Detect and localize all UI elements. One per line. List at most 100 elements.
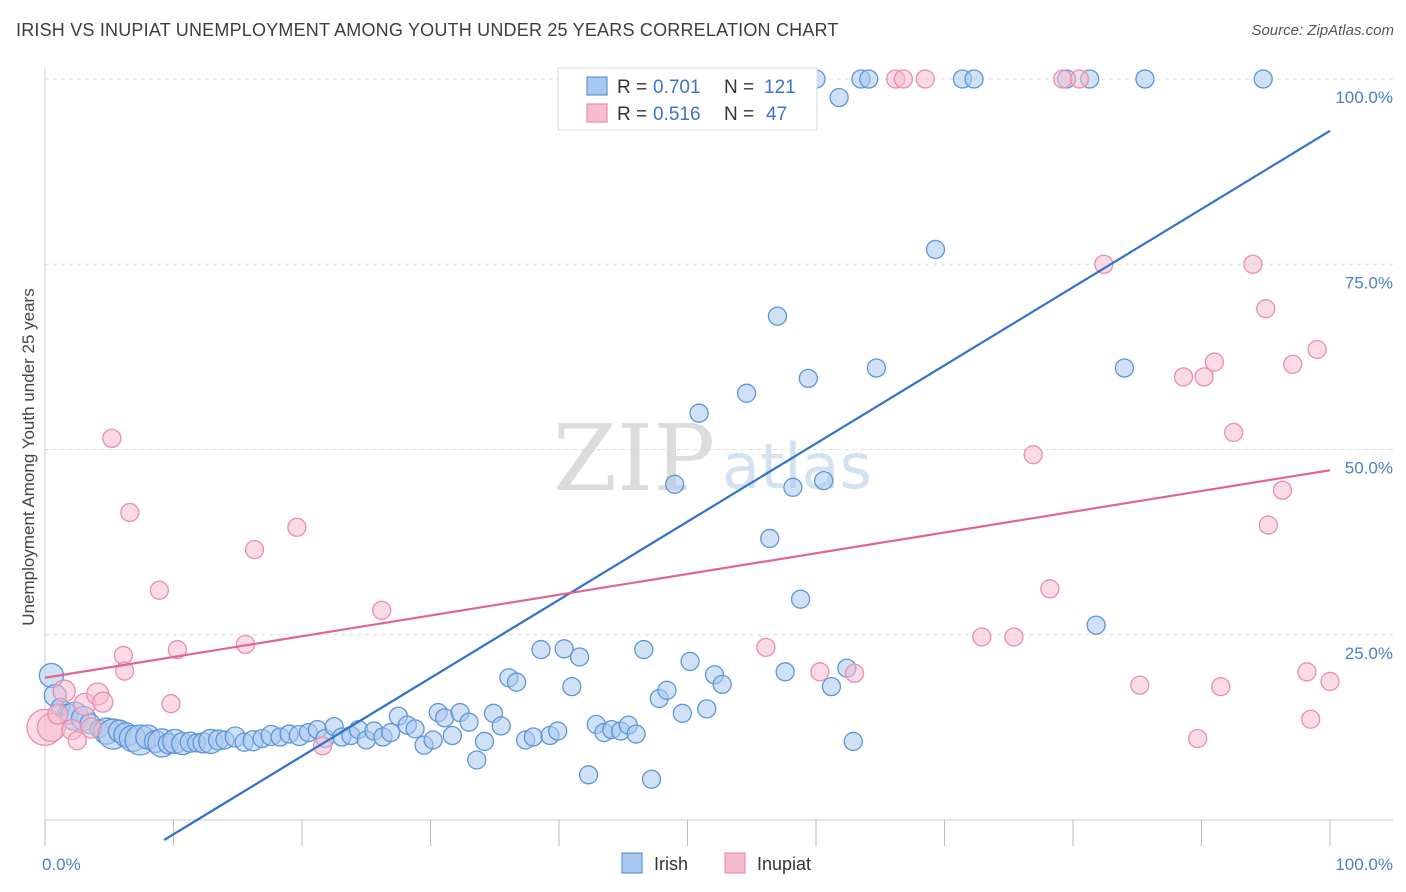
- point-irish-84: [697, 699, 717, 719]
- bottom-legend-label-inupiat: Inupiat: [757, 854, 811, 874]
- point-irish-94: [775, 662, 795, 682]
- point-inupiat-5: [67, 731, 87, 751]
- point-inupiat-34: [1094, 254, 1114, 274]
- bottom-legend-swatch-irish: [621, 852, 643, 874]
- point-inupiat-50: [1301, 709, 1321, 729]
- legend-r-value-inupiat: 0.516: [653, 104, 701, 125]
- point-irish-95: [783, 477, 803, 497]
- watermark: ZIP atlas: [553, 405, 872, 512]
- point-inupiat-40: [1211, 676, 1231, 697]
- point-inupiat-37: [1187, 728, 1208, 749]
- point-inupiat-10: [102, 428, 122, 449]
- trend-layer: [44, 129, 1331, 841]
- point-inupiat-32: [1053, 69, 1073, 89]
- legend-r-label-irish: R =: [617, 77, 647, 98]
- point-inupiat-23: [810, 662, 830, 682]
- point-irish-55: [467, 750, 487, 770]
- legend-r-label-inupiat: R =: [617, 104, 647, 125]
- point-irish-100: [821, 676, 842, 697]
- point-irish-52: [442, 725, 462, 746]
- point-inupiat-35: [1130, 675, 1150, 695]
- point-inupiat-49: [1320, 671, 1340, 692]
- point-inupiat-36: [1173, 367, 1194, 387]
- chart-title: IRISH VS INUPIAT UNEMPLOYMENT AMONG YOUT…: [16, 20, 839, 40]
- point-irish-81: [672, 703, 693, 723]
- point-inupiat-9: [92, 691, 114, 713]
- y-tick-label-3: 100.0%: [1335, 88, 1393, 107]
- point-irish-56: [474, 731, 495, 752]
- point-inupiat-13: [120, 502, 140, 523]
- point-irish-79: [657, 680, 677, 700]
- point-irish-96: [790, 589, 811, 609]
- point-inupiat-26: [893, 69, 914, 89]
- point-irish-106: [866, 358, 887, 378]
- point-inupiat-19: [287, 517, 307, 537]
- point-irish-113: [1114, 358, 1135, 378]
- point-irish-89: [736, 383, 757, 403]
- point-irish-82: [680, 651, 700, 672]
- point-inupiat-14: [149, 580, 170, 600]
- point-irish-49: [423, 730, 443, 750]
- point-irish-101: [829, 87, 849, 108]
- point-inupiat-46: [1283, 354, 1303, 374]
- point-inupiat-43: [1256, 299, 1276, 319]
- point-irish-97: [798, 368, 818, 389]
- point-inupiat-44: [1258, 515, 1278, 535]
- point-irish-115: [1253, 69, 1273, 89]
- point-irish-107: [925, 239, 946, 260]
- point-irish-63: [531, 639, 551, 660]
- bottom-legend-label-irish: Irish: [654, 854, 688, 874]
- point-irish-105: [859, 69, 879, 89]
- points-layer: [26, 69, 1340, 789]
- point-irish-103: [843, 731, 863, 752]
- legend-swatch-inupiat: [586, 103, 608, 123]
- grid-layer: [45, 78, 1393, 636]
- point-inupiat-29: [1004, 627, 1024, 647]
- point-inupiat-7: [80, 717, 102, 739]
- point-irish-62: [523, 727, 543, 747]
- point-irish-93: [767, 306, 788, 326]
- legend-n-label-irish: N =: [724, 77, 754, 98]
- point-irish-68: [569, 647, 590, 667]
- point-irish-99: [814, 470, 834, 491]
- point-irish-67: [562, 676, 582, 697]
- legend-n-value-irish: 121: [764, 77, 796, 98]
- y-tick-label-2: 75.0%: [1345, 273, 1393, 292]
- trendline-irish: [163, 129, 1331, 841]
- legend-swatch-irish: [586, 76, 608, 96]
- point-inupiat-31: [1040, 579, 1060, 599]
- point-irish-77: [641, 769, 662, 789]
- point-irish-114: [1135, 69, 1155, 89]
- point-inupiat-47: [1297, 662, 1317, 682]
- point-irish-60: [506, 672, 527, 692]
- y-tick-label-0: 25.0%: [1345, 644, 1393, 663]
- tick-label-layer: 25.0% 50.0% 75.0% 100.0% 0.0% 100.0%: [42, 88, 1393, 874]
- point-inupiat-48: [1307, 339, 1327, 360]
- point-irish-75: [626, 724, 646, 744]
- point-inupiat-30: [1023, 445, 1043, 465]
- series-inupiat: [26, 69, 1340, 756]
- y-tick-label-1: 50.0%: [1345, 459, 1393, 478]
- watermark-zip: ZIP: [553, 405, 715, 512]
- point-inupiat-41: [1223, 422, 1244, 443]
- legend-n-label-inupiat: N =: [724, 104, 754, 125]
- point-inupiat-15: [161, 694, 181, 714]
- bottom-legend: Irish Inupiat: [621, 852, 811, 874]
- point-inupiat-3: [52, 679, 76, 703]
- point-irish-69: [578, 765, 599, 785]
- point-irish-109: [964, 69, 984, 89]
- point-inupiat-22: [756, 637, 776, 657]
- point-inupiat-18: [244, 539, 265, 560]
- point-irish-92: [760, 528, 780, 549]
- legend-r-value-irish: 0.701: [653, 77, 701, 98]
- point-irish-65: [548, 721, 568, 741]
- point-irish-86: [712, 674, 732, 695]
- x-tick-label-0: 0.0%: [42, 855, 81, 874]
- x-tick-label-1: 100.0%: [1335, 855, 1393, 874]
- point-inupiat-39: [1204, 352, 1224, 372]
- chart-source: Source: ZipAtlas.com: [1251, 22, 1394, 39]
- point-irish-54: [459, 712, 479, 732]
- point-inupiat-33: [1069, 69, 1090, 89]
- point-inupiat-2: [47, 703, 69, 725]
